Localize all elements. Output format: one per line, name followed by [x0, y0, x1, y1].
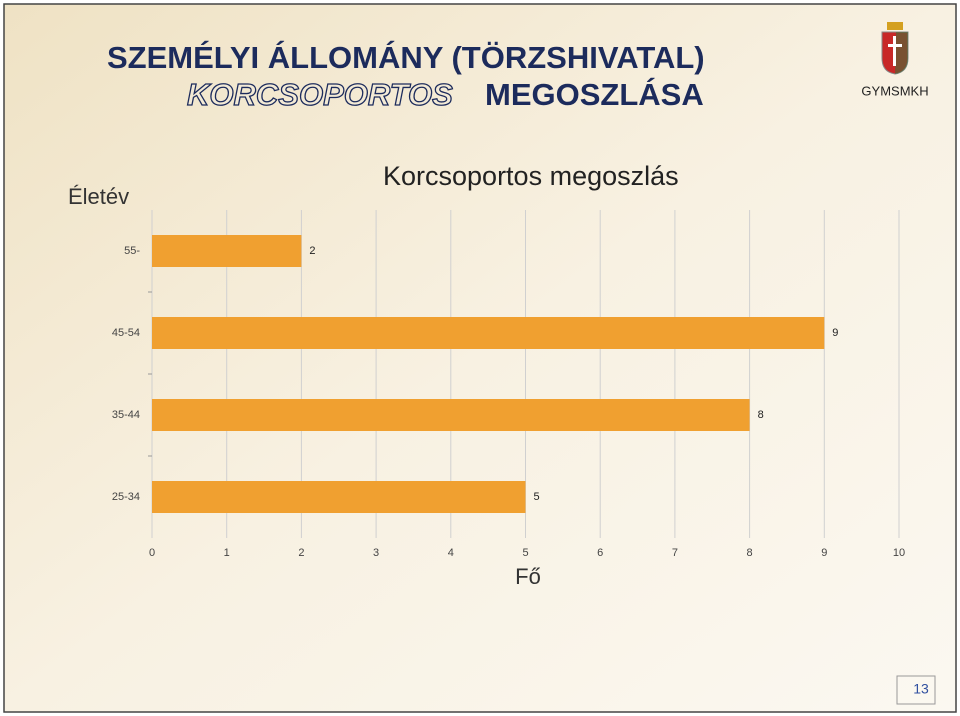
- data-label: 2: [309, 245, 315, 257]
- x-tick-label: 7: [672, 547, 678, 559]
- chart-title: Korcsoportos megoszlás: [383, 161, 679, 191]
- x-axis-label: Fő: [515, 564, 541, 589]
- y-tick-label: 25-34: [112, 491, 140, 503]
- x-tick-label: 0: [149, 547, 155, 559]
- y-tick-label: 55-: [124, 245, 140, 257]
- y-tick-label: 35-44: [112, 409, 140, 421]
- bar: [152, 481, 526, 513]
- x-tick-label: 1: [224, 547, 230, 559]
- x-tick-label: 2: [298, 547, 304, 559]
- data-label: 8: [758, 409, 764, 421]
- page-number: 13: [913, 681, 929, 697]
- x-tick-label: 6: [597, 547, 603, 559]
- slide-subtitle-italic: KORCSOPORTOS: [187, 77, 453, 112]
- y-axis-label: Életév: [68, 184, 129, 209]
- data-label: 5: [534, 491, 540, 503]
- logo-text: GYMSMKH: [861, 83, 928, 98]
- slide-frame: [3, 3, 957, 713]
- page-number-box: [896, 675, 936, 705]
- x-tick-label: 8: [747, 547, 753, 559]
- bar: [152, 235, 302, 267]
- slide-title: SZEMÉLYI ÁLLOMÁNY (TÖRZSHIVATAL): [107, 40, 705, 75]
- coat-of-arms: [881, 22, 909, 75]
- slide-subtitle: MEGOSZLÁSA: [485, 77, 704, 112]
- x-tick-label: 3: [373, 547, 379, 559]
- y-tick-label: 45-54: [112, 327, 140, 339]
- data-label: 9: [832, 327, 838, 339]
- x-tick-label: 9: [821, 547, 827, 559]
- x-tick-label: 4: [448, 547, 454, 559]
- x-tick-label: 5: [522, 547, 528, 559]
- bar: [152, 317, 825, 349]
- x-tick-label: 10: [893, 547, 905, 559]
- bar: [152, 399, 750, 431]
